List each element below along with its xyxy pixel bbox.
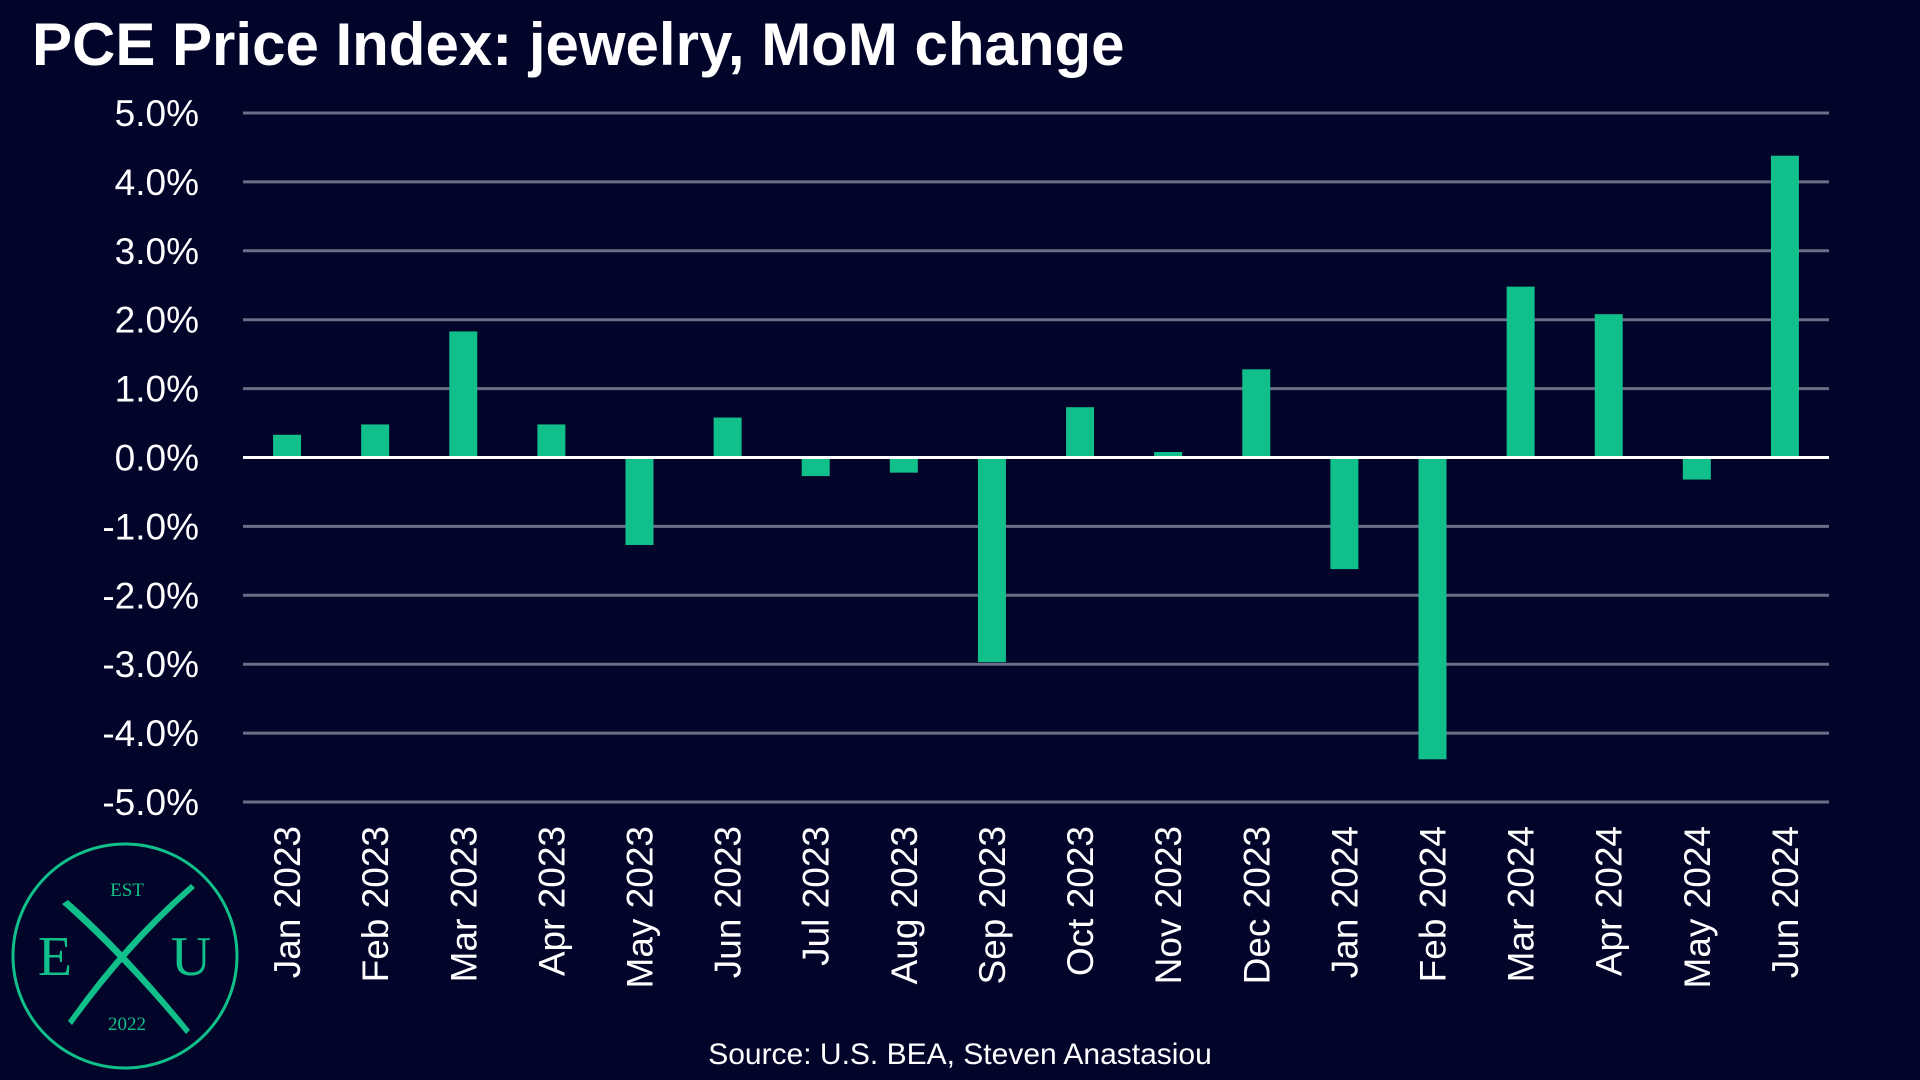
bar	[1418, 457, 1447, 760]
logo-letter-u: U	[171, 926, 211, 988]
bar	[361, 424, 390, 458]
x-tick-label: Jan 2023	[267, 826, 308, 978]
x-tick-label: Jun 2024	[1765, 826, 1806, 978]
bar	[1594, 314, 1623, 458]
bar	[273, 434, 302, 458]
bar	[1770, 155, 1799, 458]
x-tick-label: Sep 2023	[972, 826, 1013, 984]
x-tick-label: Mar 2024	[1501, 826, 1542, 982]
y-tick-label: -3.0%	[102, 644, 199, 685]
bar	[1066, 407, 1095, 458]
x-tick-label: Apr 2023	[531, 826, 572, 976]
source-note: Source: U.S. BEA, Steven Anastasiou	[708, 1038, 1212, 1071]
y-tick-label: -5.0%	[102, 782, 199, 823]
x-tick-label: Feb 2024	[1413, 826, 1454, 982]
bar	[449, 331, 478, 458]
y-tick-label: 0.0%	[115, 438, 199, 479]
bar	[977, 457, 1006, 663]
logo-year: 2022	[108, 1014, 146, 1035]
x-tick-label: Apr 2024	[1589, 826, 1630, 976]
bar	[1154, 451, 1183, 458]
x-tick-label: Jun 2023	[708, 826, 749, 978]
logo-ring	[11, 842, 239, 1070]
y-tick-label: 3.0%	[115, 231, 199, 272]
y-tick-label: 4.0%	[115, 162, 199, 203]
bar	[625, 457, 654, 546]
y-tick-label: -1.0%	[102, 506, 199, 547]
chart-title: PCE Price Index: jewelry, MoM change	[32, 11, 1125, 78]
x-tick-label: Oct 2023	[1060, 826, 1101, 976]
y-tick-label: -2.0%	[102, 575, 199, 616]
bar	[801, 457, 830, 477]
x-tick-label: Jul 2023	[796, 826, 837, 966]
x-tick-label: Aug 2023	[884, 826, 925, 984]
x-tick-label: Feb 2023	[355, 826, 396, 982]
x-tick-label: May 2024	[1677, 826, 1718, 989]
bar	[1330, 457, 1359, 570]
bar	[889, 457, 918, 473]
y-tick-label: 2.0%	[115, 300, 199, 341]
logo-letter-e: E	[38, 926, 72, 988]
bar	[537, 424, 566, 458]
y-tick-label: 5.0%	[115, 93, 199, 134]
x-tick-label: Nov 2023	[1148, 826, 1189, 984]
logo: EST E U 2022	[11, 842, 239, 1070]
bar	[1682, 457, 1711, 480]
logo-cross-stroke-a	[62, 900, 190, 1034]
x-tick-label: Jan 2024	[1324, 826, 1365, 978]
y-tick-label: 1.0%	[115, 369, 199, 410]
y-axis-ticks: 5.0% 4.0% 3.0% 2.0% 1.0% 0.0% -1.0% -2.0% -3.0% -…	[102, 93, 199, 823]
x-axis-ticks: Jan 2023 Feb 2023 Mar 2023 Apr 2023 May 2023…	[267, 826, 1806, 989]
y-tick-label: -4.0%	[102, 713, 199, 754]
bar	[713, 417, 742, 458]
bar	[1242, 369, 1271, 458]
x-tick-label: Mar 2023	[443, 826, 484, 982]
logo-cross-stroke-b	[68, 884, 195, 1025]
gridlines	[243, 111, 1829, 804]
bar	[1506, 286, 1535, 458]
x-tick-label: May 2023	[620, 826, 661, 989]
logo-est: EST	[110, 880, 144, 901]
x-tick-label: Dec 2023	[1236, 826, 1277, 984]
bars	[273, 155, 1799, 760]
